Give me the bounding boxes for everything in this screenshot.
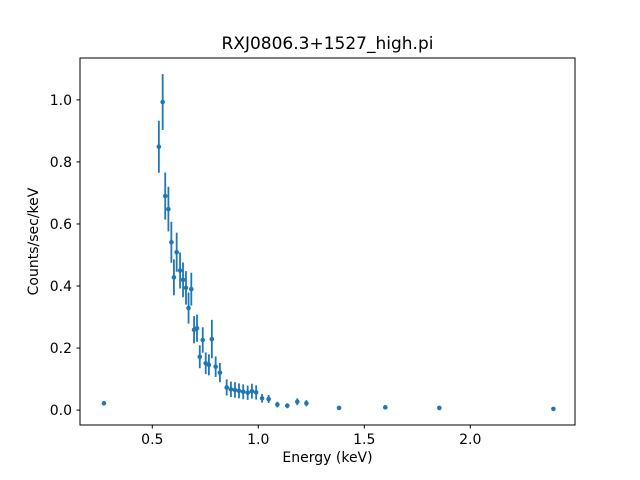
data-point <box>382 405 388 410</box>
data-point <box>194 325 200 331</box>
data-point <box>551 406 556 412</box>
data-point <box>206 362 212 368</box>
x-tick-label: 1.5 <box>353 432 375 448</box>
data-point <box>217 370 223 375</box>
data-point <box>294 399 300 405</box>
plot-border <box>79 57 576 426</box>
data-point <box>186 305 191 311</box>
y-axis-label: Counts/sec/keV <box>26 187 42 295</box>
chart-title: RXJ0806.3+1527_high.pi <box>222 34 434 54</box>
data-point <box>174 249 179 255</box>
data-point <box>236 388 242 394</box>
data-point <box>266 396 271 402</box>
data-point <box>166 206 171 212</box>
data-point <box>253 390 259 395</box>
data-point <box>249 388 255 394</box>
data-point <box>228 387 234 392</box>
data-point <box>162 193 168 199</box>
y-tick-label: 0.8 <box>50 155 72 171</box>
plot-area: 0.5 1.0 1.5 2.0 0.0 0.2 0.4 0.6 0.8 1.0 <box>50 57 576 448</box>
data-point <box>177 268 183 273</box>
y-tick-label: 0.2 <box>50 341 72 357</box>
data-point <box>101 400 107 406</box>
data-point <box>209 336 215 342</box>
x-tick-label: 0.5 <box>141 432 163 448</box>
data-point <box>437 405 442 411</box>
y-tick-label: 1.0 <box>50 93 72 109</box>
data-point <box>259 396 265 401</box>
data-point <box>213 364 218 369</box>
data-point <box>197 354 203 360</box>
x-tick-label: 1.0 <box>247 432 269 448</box>
data-point <box>160 99 165 105</box>
data-point <box>304 400 309 406</box>
data-point <box>180 277 186 283</box>
y-tick-label: 0.6 <box>50 217 72 233</box>
y-tick-label: 0.0 <box>50 403 72 419</box>
data-point <box>171 275 177 280</box>
data-point <box>285 403 290 409</box>
data-point <box>336 405 342 411</box>
data-point <box>224 385 229 390</box>
data-point <box>200 337 206 343</box>
data-point <box>232 387 238 393</box>
data-point <box>240 389 246 395</box>
data-point <box>188 286 194 292</box>
data-point <box>169 239 174 245</box>
x-tick-label: 2.0 <box>459 432 481 448</box>
data-point <box>245 390 250 396</box>
data-point <box>156 144 162 150</box>
y-tick-label: 0.4 <box>50 279 72 295</box>
x-axis-label: Energy (keV) <box>282 450 372 466</box>
data-point <box>275 402 280 407</box>
data-point <box>183 285 189 291</box>
